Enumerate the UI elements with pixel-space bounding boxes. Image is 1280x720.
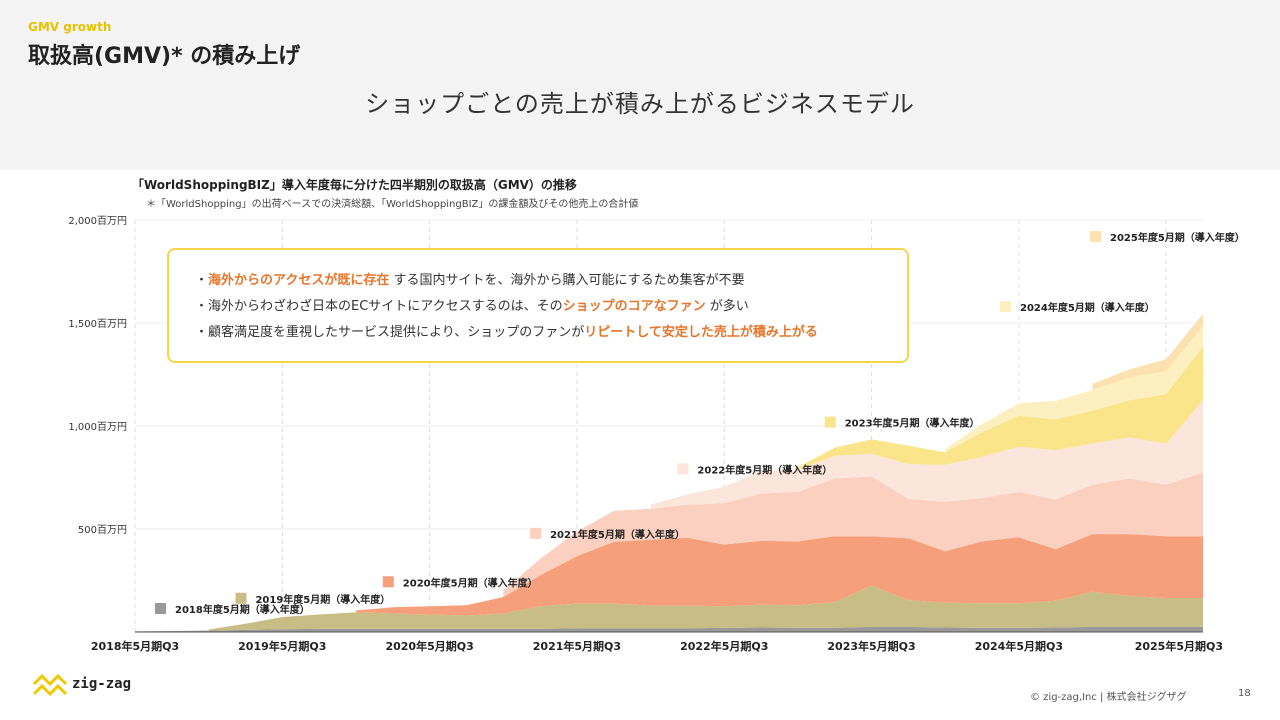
callout-line-2-emphasis: ショップのコアなファン — [562, 299, 706, 314]
legend-swatch-2 — [382, 576, 394, 588]
callout-line-2-post: が多い — [705, 299, 749, 314]
legend-swatch-3 — [530, 527, 542, 539]
callout-line-2-pre: ・海外からわざわざ日本のECサイトにアクセスするのは、その — [195, 299, 563, 314]
legend-swatch-0 — [155, 603, 166, 614]
y-tick-label-0: 500百万円 — [78, 524, 127, 536]
area-series-2 — [356, 534, 1203, 616]
series-label-1: 2019年度5月期（導入年度） — [255, 593, 390, 606]
callout-line-1-pre: ・ — [195, 273, 209, 288]
callout-line-3-emphasis: リピートして安定した売上が積み上がる — [584, 325, 818, 340]
callout-line-3-pre: ・顧客満足度を重視したサービス提供により、ショップのファンが — [195, 325, 585, 340]
series-label-2: 2020年度5月期（導入年度） — [403, 576, 538, 589]
page-title: 取扱高(GMV)* の積み上げ — [28, 44, 301, 69]
page-subtitle: ショップごとの売上が積み上がるビジネスモデル — [365, 90, 915, 118]
y-tick-label-2: 1,500百万円 — [68, 318, 127, 330]
callout-line-2: ・海外からわざわざ日本のECサイトにアクセスするのは、そのショップのコアなファン… — [195, 294, 881, 320]
x-tick-label-5: 2023年5月期Q3 — [827, 639, 915, 653]
area-series-3 — [503, 472, 1203, 597]
callout-line-1-post: する国内サイトを、海外から購入可能にするため集客が不要 — [389, 273, 745, 288]
series-label-7: 2025年度5月期（導入年度） — [1110, 231, 1245, 244]
chart-note: ＊「WorldShopping」の出荷ベースでの決済総額、「WorldShopp… — [146, 199, 639, 210]
logo-wordmark: zig-zag — [72, 676, 132, 692]
zigzag-logo-icon — [32, 673, 68, 697]
y-tick-label-1: 1,000百万円 — [68, 421, 127, 433]
series-label-3: 2021年度5月期（導入年度） — [550, 528, 685, 541]
callout-box: ・海外からのアクセスが既に存在 する国内サイトを、海外から購入可能にするため集客… — [167, 248, 909, 363]
area-series-6 — [945, 326, 1203, 453]
area-series-7 — [1092, 313, 1203, 390]
x-tick-label-6: 2024年5月期Q3 — [975, 639, 1063, 653]
legend-swatch-1 — [235, 592, 247, 604]
series-label-4: 2022年度5月期（導入年度） — [697, 463, 832, 476]
x-tick-label-0: 2018年5月期Q3 — [91, 639, 179, 653]
y-tick-label-3: 2,000百万円 — [68, 215, 127, 227]
x-tick-label-2: 2020年5月期Q3 — [385, 639, 473, 653]
series-label-6: 2024年度5月期（導入年度） — [1020, 301, 1155, 314]
legend-swatch-5 — [824, 416, 836, 428]
area-series-4 — [650, 400, 1203, 509]
x-tick-label-3: 2021年5月期Q3 — [533, 639, 621, 653]
area-series-1 — [208, 585, 1203, 631]
x-tick-label-7: 2025年5月期Q3 — [1135, 639, 1223, 653]
callout-line-1-emphasis: 海外からのアクセスが既に存在 — [208, 273, 390, 288]
x-tick-label-4: 2022年5月期Q3 — [680, 639, 768, 653]
callout-line-3: ・顧客満足度を重視したサービス提供により、ショップのファンがリピートして安定した… — [195, 320, 881, 346]
chart-title: 「WorldShoppingBIZ」導入年度毎に分けた四半期別の取扱高（GMV）… — [132, 178, 577, 192]
legend-swatch-7 — [1090, 231, 1101, 242]
legend-swatch-4 — [677, 463, 689, 475]
legend-swatch-6 — [1000, 301, 1011, 312]
eyebrow-label: GMV growth — [28, 20, 112, 34]
series-label-5: 2023年度5月期（導入年度） — [845, 417, 980, 430]
area-series-5 — [797, 346, 1203, 470]
callout-line-1: ・海外からのアクセスが既に存在 する国内サイトを、海外から購入可能にするため集客… — [195, 268, 881, 294]
series-label-0: 2018年度5月期（導入年度） — [175, 603, 310, 616]
footer-copyright: © zig-zag,Inc | 株式会社ジグザグ — [1030, 692, 1187, 703]
page-number: 18 — [1238, 688, 1251, 699]
x-tick-label-1: 2019年5月期Q3 — [238, 639, 326, 653]
area-series-0 — [135, 626, 1203, 632]
header-band — [0, 0, 1280, 170]
